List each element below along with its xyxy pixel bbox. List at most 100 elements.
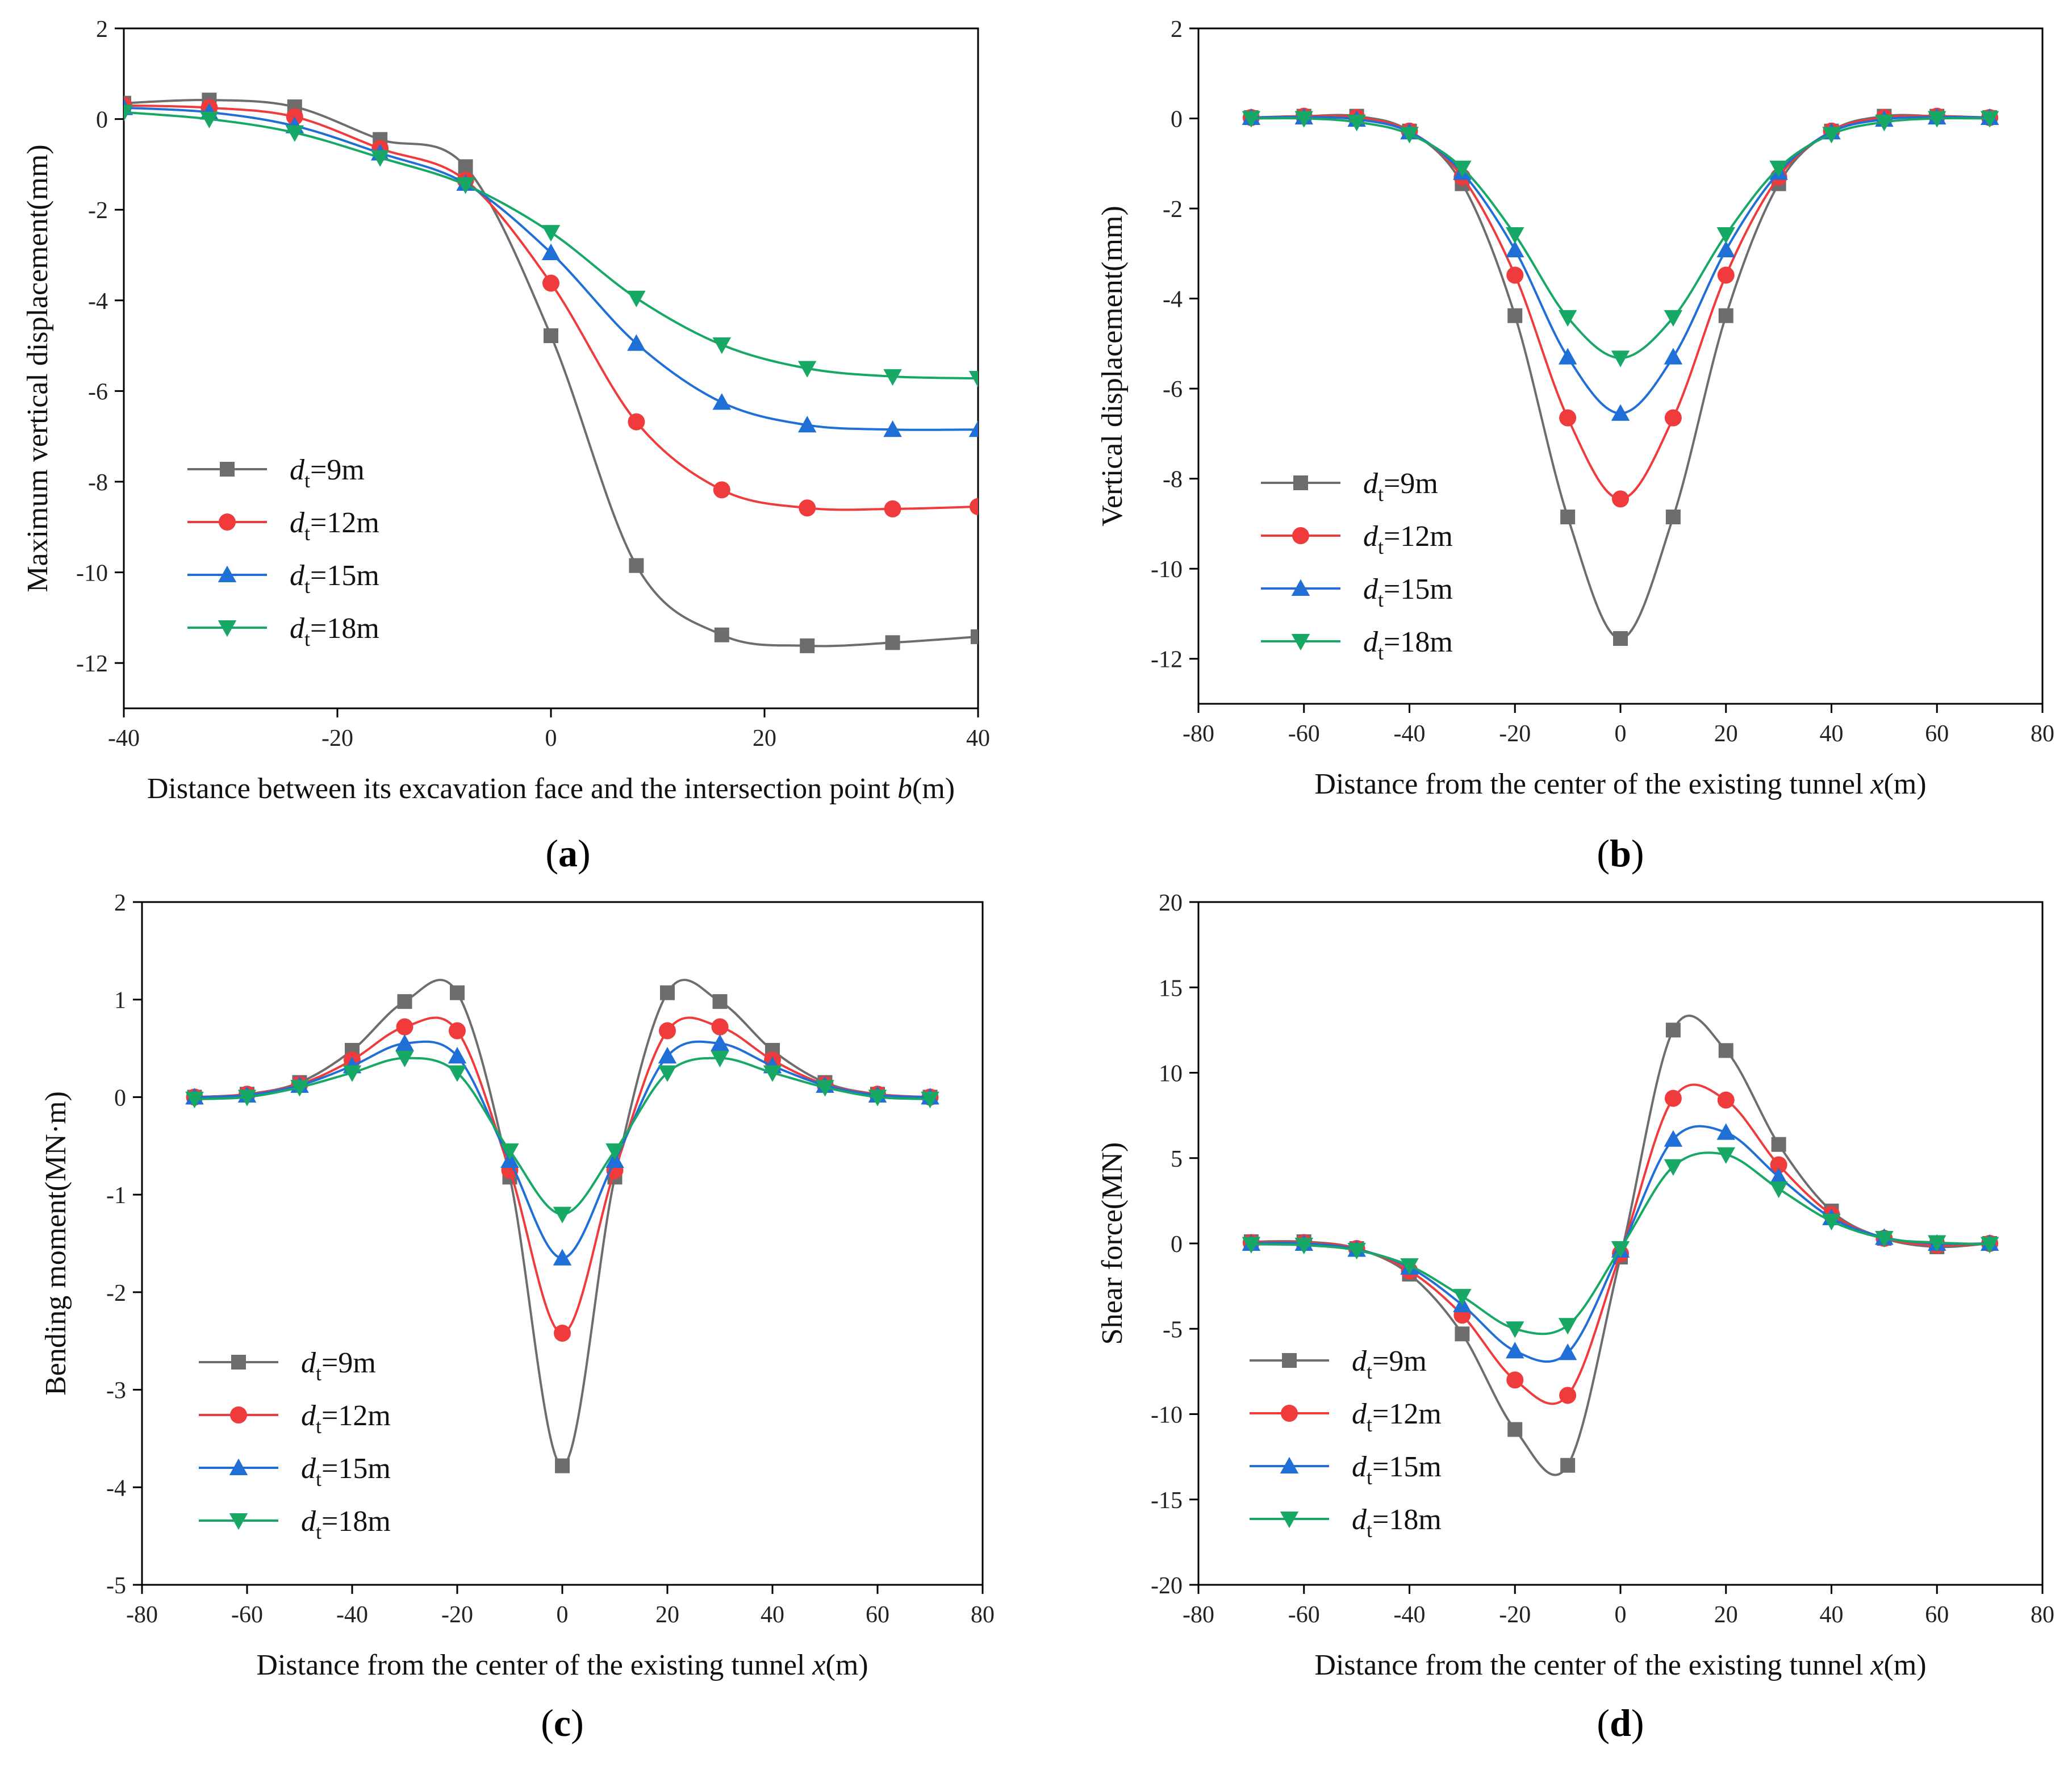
- y-tick-label: 1: [114, 988, 126, 1014]
- legend-label: dt=9m: [290, 454, 365, 492]
- series-line: [194, 1016, 930, 1335]
- legend-item: dt=12m: [187, 507, 379, 545]
- legend-item: dt=12m: [199, 1400, 391, 1438]
- data-point-marker: [799, 499, 816, 517]
- data-point-marker: [1558, 310, 1577, 327]
- legend-marker: [1291, 634, 1310, 651]
- data-point-marker: [1928, 1235, 1946, 1252]
- x-tick-label: -20: [1499, 1602, 1531, 1628]
- x-axis-title-suffix: (m): [1884, 768, 1927, 800]
- data-point-marker: [628, 413, 645, 431]
- data-point-marker: [714, 627, 729, 642]
- data-point-marker: [342, 1065, 362, 1082]
- data-point-marker: [921, 1091, 939, 1109]
- panel-label-letter: a: [558, 832, 578, 875]
- x-tick-label: 0: [557, 1602, 569, 1628]
- series-d_t=18m: [124, 105, 978, 388]
- data-point-marker: [1611, 404, 1630, 421]
- plot-area: [1242, 107, 1999, 646]
- legend-item: dt=18m: [1250, 1504, 1442, 1542]
- data-point-marker: [1771, 1137, 1786, 1152]
- legend-marker: [218, 620, 237, 637]
- data-point-marker: [1506, 1342, 1524, 1359]
- data-point-marker: [629, 558, 644, 573]
- series-line: [124, 104, 978, 511]
- legend-label: dt=15m: [301, 1452, 391, 1491]
- y-tick-label: 0: [1171, 107, 1183, 133]
- y-axis-title: Bending moment(MN·m): [40, 1091, 72, 1396]
- y-tick-label: -20: [1151, 1573, 1183, 1599]
- data-point-marker: [968, 371, 978, 388]
- legend-label: dt=9m: [1352, 1345, 1427, 1383]
- data-point-marker: [1612, 490, 1629, 508]
- legend: dt=9m dt=12m dt=15m dt=18m: [199, 1347, 391, 1543]
- legend-label: dt=18m: [1363, 626, 1453, 664]
- series-line: [1251, 114, 1990, 640]
- data-point-marker: [971, 629, 978, 644]
- x-axis-title: Distance between its excavation face and…: [147, 773, 955, 805]
- plot-area: [1242, 1015, 1999, 1476]
- y-tick-label: -12: [1151, 647, 1183, 673]
- y-tick-label: 2: [1171, 16, 1183, 43]
- x-axis-title-prefix: Distance from the center of the existing…: [1314, 1649, 1870, 1681]
- data-point-marker: [456, 177, 475, 194]
- data-point-marker: [970, 498, 978, 515]
- data-point-marker: [1716, 1123, 1735, 1140]
- y-tick-label: -1: [106, 1183, 126, 1209]
- data-point-marker: [1980, 111, 1999, 128]
- x-tick-label: 40: [761, 1602, 784, 1628]
- series-d_t=18m: [1242, 111, 1999, 368]
- data-point-marker: [1769, 1181, 1788, 1199]
- x-tick-label: 40: [1820, 721, 1844, 747]
- legend-item: dt=18m: [187, 612, 379, 650]
- x-axis-title: Distance from the center of the existing…: [1314, 768, 1926, 800]
- y-tick-label: -2: [1163, 197, 1183, 223]
- legend-item: dt=12m: [1250, 1398, 1442, 1436]
- data-point-marker: [1980, 1237, 1999, 1254]
- data-point-marker: [1664, 348, 1683, 365]
- y-tick-label: -3: [106, 1378, 126, 1404]
- data-point-marker: [1400, 1258, 1419, 1275]
- chart-panel-d: -80 -60 -40 -20 0 20 40 60 80 20 15 10 5 0 -5 -10 -15 -20…: [1096, 890, 2054, 1744]
- data-point-marker: [658, 1065, 677, 1082]
- y-tick-label: 0: [96, 107, 108, 133]
- y-tick-label: -10: [1151, 557, 1183, 583]
- series-d_t=12m: [186, 1016, 939, 1342]
- data-point-marker: [553, 1207, 572, 1224]
- series-d_t=15m: [185, 1034, 939, 1266]
- y-tick-label: 20: [1159, 890, 1183, 916]
- chart-panel-c: -80 -60 -40 -20 0 20 40 60 80 2 1 0 -1 -2 -3 -4 -5 Distan…: [40, 890, 995, 1744]
- y-tick-label: -8: [88, 470, 108, 496]
- legend-marker: [220, 462, 235, 477]
- legend-item: dt=18m: [1261, 626, 1453, 664]
- x-tick-label: 60: [1925, 721, 1949, 747]
- x-tick-label: 60: [866, 1602, 889, 1628]
- data-point-marker: [883, 369, 902, 386]
- legend-label: dt=12m: [1363, 520, 1453, 558]
- data-point-marker: [1822, 127, 1841, 144]
- y-tick-label: -10: [76, 561, 108, 587]
- x-tick-label: -80: [1183, 721, 1214, 747]
- panel-label: (d): [1597, 1701, 1644, 1744]
- legend-item: dt=15m: [187, 560, 379, 598]
- data-point-marker: [627, 334, 646, 351]
- x-tick-label: 80: [2031, 721, 2054, 747]
- data-point-marker: [554, 1324, 571, 1342]
- x-tick-label: -80: [1183, 1602, 1214, 1628]
- data-point-marker: [883, 420, 902, 437]
- data-point-marker: [448, 1047, 467, 1064]
- y-tick-label: -8: [1163, 467, 1183, 493]
- data-point-marker: [1718, 1043, 1733, 1058]
- panel-label-letter: c: [554, 1701, 571, 1744]
- series-line: [194, 1040, 930, 1259]
- y-axis-title: Maximum vertical displacement(mm): [22, 144, 54, 592]
- data-point-marker: [1347, 114, 1366, 132]
- data-point-marker: [1242, 111, 1261, 128]
- legend-label: dt=15m: [290, 560, 379, 598]
- series-line: [1251, 115, 1990, 500]
- x-tick-label: 20: [655, 1602, 679, 1628]
- data-point-marker: [711, 1034, 729, 1051]
- legend-marker: [231, 1355, 246, 1370]
- data-point-marker: [868, 1089, 887, 1107]
- legend-label: dt=18m: [301, 1505, 391, 1543]
